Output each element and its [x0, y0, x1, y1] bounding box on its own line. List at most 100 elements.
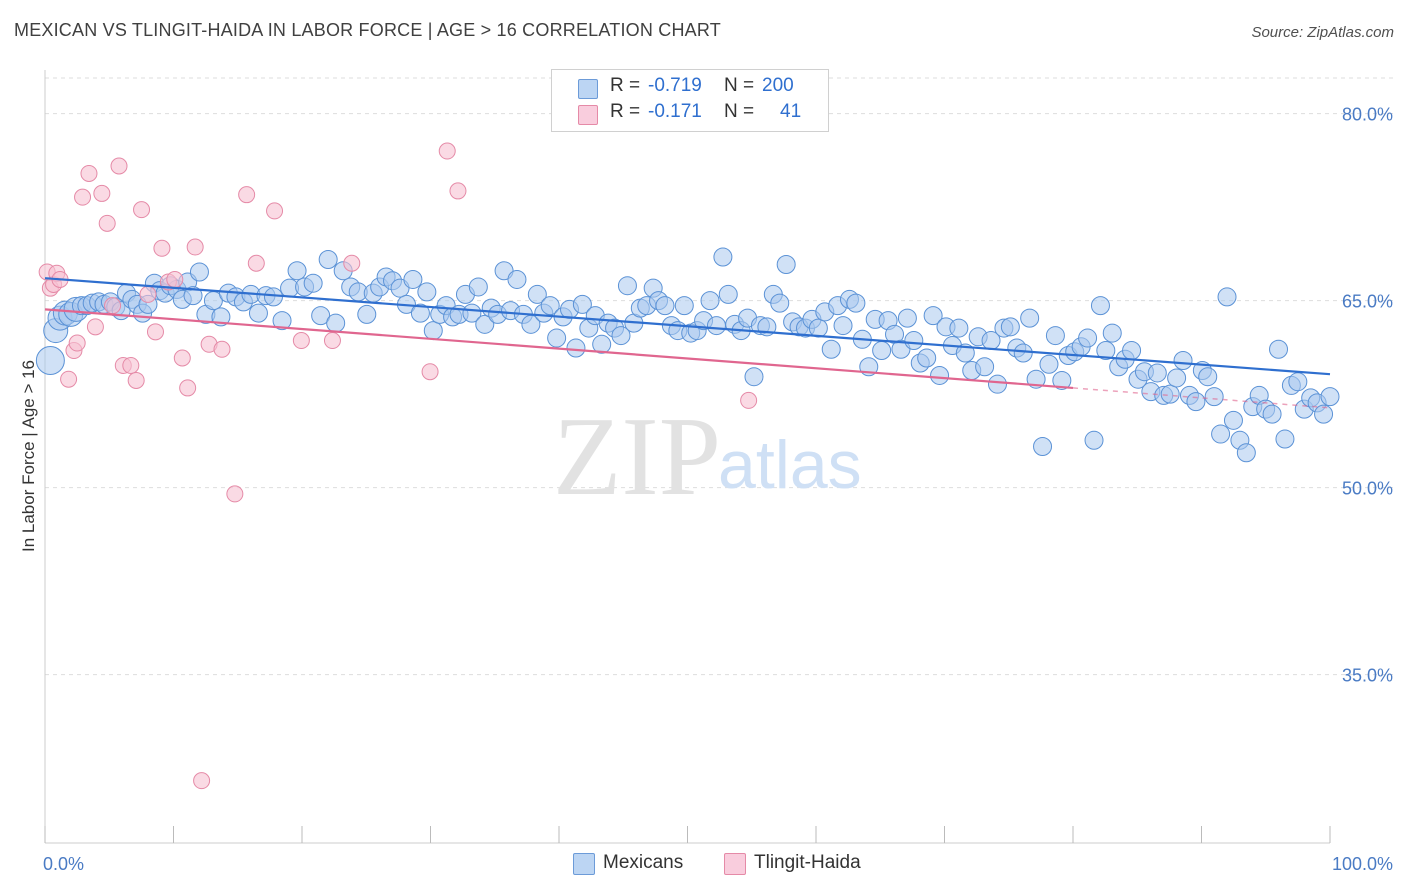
mexicans-point: [1223, 410, 1243, 430]
mexicans-point: [700, 291, 720, 311]
tlingit-point: [68, 334, 86, 352]
mexicans-point: [1236, 443, 1256, 463]
tlingit-point: [421, 363, 439, 381]
mexicans-point: [821, 339, 841, 359]
tick-labels: 35.0% 50.0% 65.0% 80.0% 0.0% 100.0% In Labor F…: [19, 105, 1393, 874]
mexicans-point: [468, 277, 488, 297]
mexicans-point: [1052, 370, 1072, 390]
mexicans-point: [1045, 326, 1065, 346]
mexicans-point: [326, 313, 346, 333]
mexicans-point: [592, 334, 612, 354]
mexicans-point: [846, 293, 866, 313]
legend-r-label: R =: [610, 75, 641, 96]
mexicans-point: [189, 262, 209, 282]
mexicans-point: [318, 250, 338, 270]
mexicans-point: [1314, 404, 1334, 424]
mexicans-point: [744, 367, 764, 387]
tlingit-trend-extension: [1072, 387, 1331, 409]
tlingit-legend-label: Tlingit-Haida: [754, 852, 861, 873]
tlingit-point: [93, 184, 111, 202]
mexicans-point: [611, 326, 631, 346]
tlingit-point: [74, 188, 92, 206]
watermark-zip: ZIP: [553, 395, 721, 519]
mexicans-point: [706, 316, 726, 336]
trend-lines: [44, 277, 1331, 409]
mexicans-point: [403, 269, 423, 289]
tlingit-point: [139, 285, 157, 303]
mexicans-point: [949, 318, 969, 338]
mexicans-point: [357, 304, 377, 324]
mexicans-point: [248, 303, 268, 323]
mexicans-point: [1090, 296, 1110, 316]
mexicans-point: [417, 282, 437, 302]
mexicans-point: [923, 306, 943, 326]
legend-n-label: N =: [724, 101, 755, 122]
tlingit-point: [186, 238, 204, 256]
tlingit-point: [226, 485, 244, 503]
tlingit-points: [38, 142, 758, 790]
tlingit-point: [104, 297, 122, 315]
tlingit-point: [449, 182, 467, 200]
tlingit-point: [193, 772, 211, 790]
x-tick-label-max: 100.0%: [1332, 854, 1393, 874]
tlingit-point: [179, 379, 197, 397]
mexicans-point: [1320, 387, 1340, 407]
tlingit-point: [343, 254, 361, 272]
tlingit-trend-line: [44, 308, 1074, 390]
mexicans-point: [655, 296, 675, 316]
mexicans-point: [566, 338, 586, 358]
tlingit-point: [122, 356, 140, 374]
y-axis-label: In Labor Force | Age > 16: [19, 360, 38, 552]
mexicans-point: [35, 345, 65, 375]
mexicans-point: [1262, 404, 1282, 424]
mexicans-point: [527, 284, 547, 304]
mexicans-point: [872, 341, 892, 361]
legend-n-value: 41: [780, 101, 802, 122]
mexicans-point: [303, 273, 323, 293]
tlingit-point: [98, 214, 116, 232]
legend-r-value: -0.171: [648, 101, 702, 122]
mexicans-point: [507, 269, 527, 289]
mexicans-point: [975, 357, 995, 377]
mexicans-point: [955, 343, 975, 363]
mexicans-point: [833, 316, 853, 336]
legend-n-value: 200: [762, 75, 794, 96]
mexicans-point: [1033, 437, 1053, 457]
x-tick-label-min: 0.0%: [43, 854, 84, 874]
mexicans-legend-label: Mexicans: [603, 852, 684, 873]
tlingit-point: [740, 391, 758, 409]
chart-source: Source: ZipAtlas.com: [1251, 24, 1394, 41]
mexicans-point: [272, 311, 292, 331]
stats-legend: R = -0.719 N = 200 R = -0.171 N = 41: [551, 69, 829, 132]
mexicans-point: [1186, 392, 1206, 412]
tlingit-point: [238, 186, 256, 204]
mexicans-point: [808, 318, 828, 338]
mexicans-point: [475, 314, 495, 334]
mexicans-point: [776, 254, 796, 274]
tlingit-point: [127, 371, 145, 389]
tlingit-point: [438, 142, 456, 160]
y-tick-label: 35.0%: [1342, 666, 1393, 686]
mexicans-point: [1217, 287, 1237, 307]
mexicans-point: [987, 374, 1007, 394]
mexicans-point: [1288, 372, 1308, 392]
legend-n-label: N =: [724, 75, 755, 96]
watermark: ZIP atlas: [553, 395, 862, 519]
mexicans-point: [770, 293, 790, 313]
tlingit-point: [110, 157, 128, 175]
mexicans-point: [462, 303, 482, 323]
mexicans-point: [1084, 430, 1104, 450]
legend-row-tlingit: R = -0.171 N = 41: [552, 101, 828, 127]
mexicans-point: [1039, 354, 1059, 374]
mexicans-point: [713, 247, 733, 267]
tlingit-point: [86, 318, 104, 336]
mexicans-point: [1167, 368, 1187, 388]
tlingit-point: [247, 254, 265, 272]
mexicans-point: [897, 308, 917, 328]
mexicans-point: [1102, 323, 1122, 343]
mexicans-point: [423, 321, 443, 341]
tlingit-point: [60, 370, 78, 388]
chart-title: MEXICAN VS TLINGIT-HAIDA IN LABOR FORCE …: [14, 20, 721, 40]
mexicans-point: [183, 286, 203, 306]
